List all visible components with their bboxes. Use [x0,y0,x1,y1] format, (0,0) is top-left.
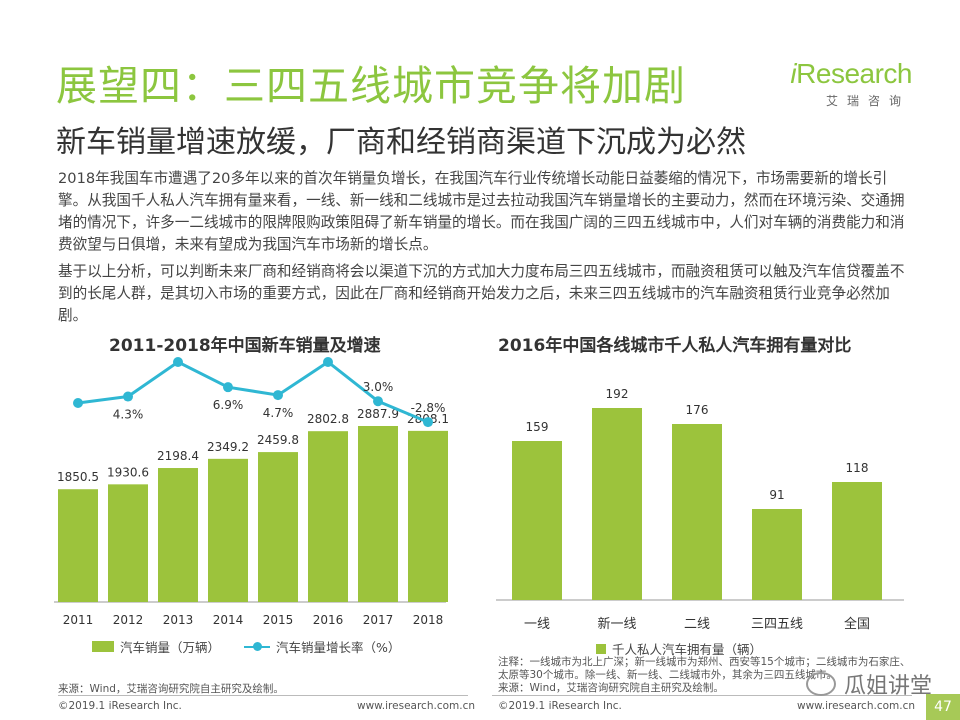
bar-value-label: 2459.8 [257,433,299,447]
bar-value-label: 192 [606,387,629,401]
bar-sales [358,426,398,602]
growth-value-label: 13.9% [159,352,197,355]
bar-sales [408,430,448,602]
bar-ownership [672,424,722,600]
x-tick-label: 2013 [163,613,194,627]
bar-value-label: 2802.8 [307,412,349,426]
page-number: 47 [926,694,960,720]
legend-sales: 汽车销量（万辆） [92,637,220,656]
source-note-right: 来源：Wind，艾瑞咨询研究院自主研究及绘制。 [498,682,724,694]
source-note-left: 来源：Wind，艾瑞咨询研究院自主研究及绘制。 [58,683,284,695]
bar-sales [158,468,198,602]
legend-sales-label: 汽车销量（万辆） [120,640,221,655]
chart-2-title: 2016年中国各线城市千人私人汽车拥有量对比 [498,336,852,356]
growth-point [423,417,433,428]
bar-value-label: 159 [526,420,549,434]
growth-point [123,391,133,402]
legend-growth-label: 汽车销量增长率（%） [276,640,401,655]
legend-ownership: 千人私人汽车拥有量（辆） [596,639,762,658]
legend-bar-swatch [92,641,114,652]
page-subtitle: 新车销量增速放缓，厂商和经销商渠道下沉成为必然 [56,125,746,160]
note-line-2: 太原等30个城市。除一线、新一线、二线城市外，其余为三四五线城市。 [498,669,837,681]
footer-copyright-right: ©2019.1 iResearch Inc. [498,700,622,712]
x-tick-label: 2017 [363,613,394,627]
footer-divider-left [58,695,468,696]
x-tick-label: 2011 [63,613,94,627]
sales-chart: 1850.5 2011 1930.6 2012 2198.4 2013 2349.2 2014… [54,352,449,627]
bar-sales [58,489,98,602]
growth-value-label: 6.9% [213,398,244,412]
legend-line-swatch [244,641,270,651]
x-tick-label: 2012 [113,613,144,627]
ownership-chart: 159 一线 192 新一线 176 二线 91 三四五线 118 全国 [496,387,904,632]
watermark-text: 瓜姐讲堂 [844,674,933,699]
growth-point [273,390,283,401]
bar-value-label: 2349.2 [207,440,249,454]
x-tick-label: 全国 [844,616,870,632]
footer-divider-right [492,695,912,696]
bar-value-label: 118 [846,461,869,475]
chart-1-title: 2011-2018年中国新车销量及增速 [109,336,381,356]
bar-value-label: 1930.6 [107,465,149,479]
bar-sales [108,484,148,602]
watermark: 瓜姐讲堂 [806,668,932,700]
note-line-1: 注释：一线城市为北上广深；新一线城市为郑州、西安等15个城市；二线城市为石家庄、 [498,656,911,668]
logo-subtitle: 艾瑞咨询 [825,94,910,108]
bar-value-label: 176 [686,403,709,417]
wechat-icon [806,672,836,696]
x-tick-label: 2014 [213,613,244,627]
bar-sales [308,431,348,602]
page-title: 展望四：三四五线城市竞争将加剧 [56,62,686,110]
bar-sales [258,452,298,602]
growth-value-label: 4.3% [113,408,144,422]
growth-value-label: 3.0% [363,380,394,394]
bar-value-label: 2198.4 [157,449,199,463]
x-tick-label: 二线 [684,617,710,632]
x-tick-label: 新一线 [597,616,636,632]
legend-growth: 汽车销量增长率（%） [244,637,400,656]
growth-point [173,357,183,367]
bar-value-label: 91 [769,488,784,502]
footer-url-right: www.iresearch.com.cn [797,700,916,712]
bar-ownership [832,482,882,600]
growth-line [77,360,429,424]
growth-point [373,396,383,407]
bar-ownership [512,441,562,600]
x-tick-label: 2015 [263,613,294,627]
bar-value-label: 1850.5 [57,470,99,484]
footer-copyright-left: ©2019.1 iResearch Inc. [58,700,182,712]
logo-wordmark: iResearch [790,58,912,89]
legend-bar-swatch [596,643,606,654]
growth-value-label: 4.7% [263,406,294,420]
body-paragraph-2: 基于以上分析，可以判断未来厂商和经销商将会以渠道下沉的方式加大力度布局三四五线城… [58,263,905,324]
x-tick-label: 2016 [313,613,344,627]
bar-ownership [592,408,642,600]
body-paragraph-1: 2018年我国车市遭遇了20多年以来的首次年销量负增长，在我国汽车行业传统增长动… [58,170,905,253]
growth-value-label: 13.9% [309,352,347,355]
bar-ownership [752,509,802,600]
growth-point [223,382,233,393]
x-tick-label: 一线 [524,617,550,632]
growth-value-label: -2.8% [411,401,446,415]
bar-sales [208,458,248,602]
x-tick-label: 2018 [413,613,444,627]
bar-value-label: 2887.9 [357,407,399,421]
growth-point [73,398,83,409]
footer-url-left: www.iresearch.com.cn [357,700,476,712]
legend-ownership-label: 千人私人汽车拥有量（辆） [612,642,763,657]
growth-point [323,357,333,367]
iresearch-logo: iResearch 艾瑞咨询 [790,58,916,114]
x-tick-label: 三四五线 [751,617,803,632]
